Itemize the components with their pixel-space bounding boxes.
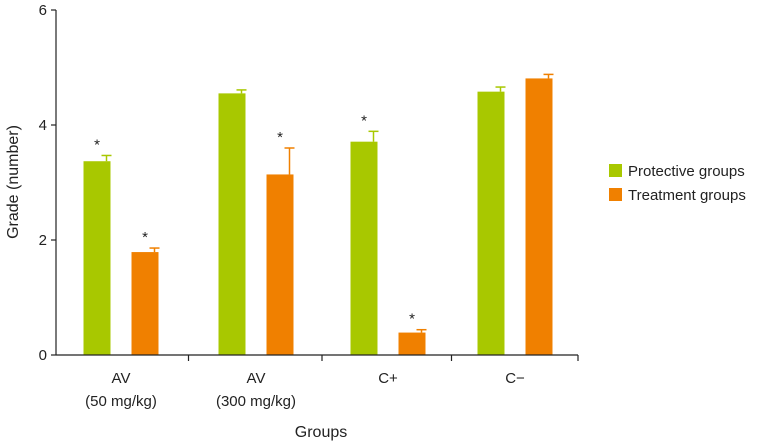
bar: [218, 93, 246, 355]
x-axis-title: Groups: [295, 424, 347, 441]
significance-mark: *: [142, 229, 148, 246]
category-label-line2: (50 mg/kg): [85, 393, 157, 410]
y-axis-title: Grade (number): [5, 125, 22, 239]
significance-mark: *: [94, 136, 100, 153]
category-label-line2: (300 mg/kg): [216, 393, 296, 410]
legend-label-protective: Protective groups: [628, 163, 745, 180]
bar: [83, 161, 111, 355]
y-tick-label: 0: [39, 347, 47, 364]
bar: [477, 91, 505, 356]
bar: [398, 332, 426, 355]
significance-mark: *: [361, 112, 367, 129]
significance-mark: *: [277, 129, 283, 146]
legend: Protective groups Treatment groups: [609, 163, 746, 204]
bar: [266, 174, 294, 355]
x-axis-ticks: AV (50 mg/kg) AV (300 mg/kg) C+ C−: [85, 355, 579, 410]
bar: [350, 141, 378, 355]
y-axis-ticks: 0 2 4 6: [39, 2, 56, 364]
significance-mark: *: [409, 311, 415, 328]
category-label-line1: AV: [112, 370, 131, 387]
legend-swatch-protective: [609, 164, 622, 177]
category-label-line1: C+: [378, 370, 398, 387]
legend-label-treatment: Treatment groups: [628, 187, 746, 204]
y-tick-label: 4: [39, 117, 47, 134]
plot-area: * * * * *: [83, 73, 554, 356]
bar: [131, 252, 159, 355]
legend-swatch-treatment: [609, 188, 622, 201]
y-tick-label: 6: [39, 2, 47, 19]
y-tick-label: 2: [39, 232, 47, 249]
bar: [525, 78, 553, 356]
category-label-line1: C−: [505, 370, 525, 387]
category-label-line1: AV: [247, 370, 266, 387]
